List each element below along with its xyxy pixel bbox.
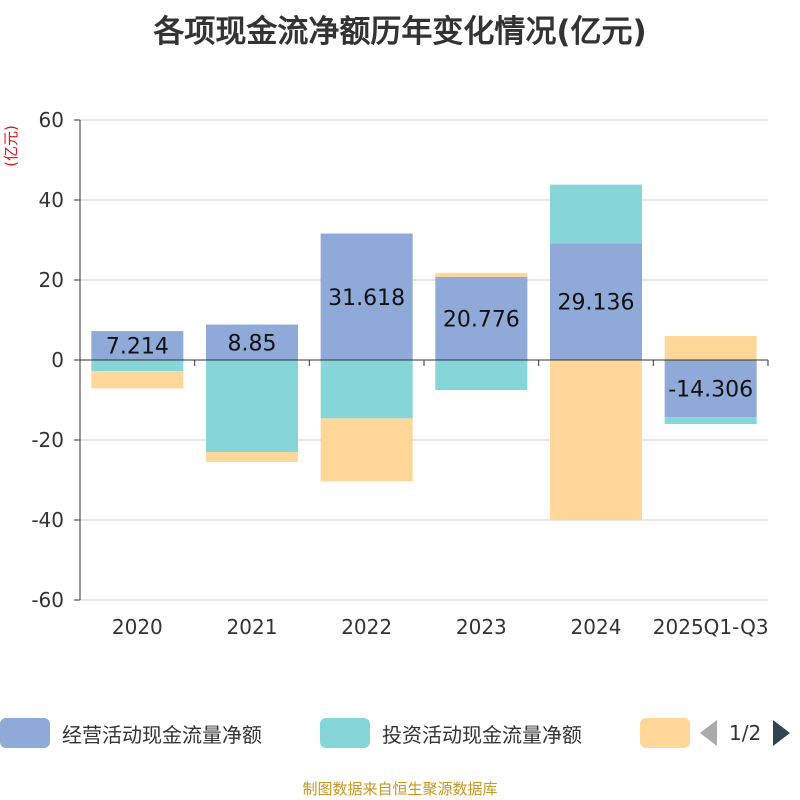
bar-series2-2023[interactable]: [435, 272, 528, 277]
bar-series2-2020[interactable]: [91, 371, 184, 389]
x-tick-label: 2021: [227, 615, 278, 639]
bar-series0-2022[interactable]: [320, 233, 413, 360]
y-tick-label: -20: [31, 428, 64, 452]
bar-series2-2024[interactable]: [550, 360, 642, 520]
data-label: 8.85: [228, 331, 277, 356]
data-label: 29.136: [558, 291, 635, 316]
legend-label-operating: 经营活动现金流量净额: [62, 722, 262, 747]
legend-label-investing: 投资活动现金流量净额: [382, 722, 582, 747]
x-tick-label: 2020: [112, 615, 163, 639]
source-note: 制图数据来自恒生聚源数据库: [302, 780, 498, 798]
legend-pager: 1/2: [700, 720, 791, 746]
y-tick-label: -60: [31, 588, 64, 612]
legend-prev-page-icon[interactable]: [700, 720, 717, 746]
bar-series1-2022[interactable]: [320, 360, 413, 419]
legend-item-financing[interactable]: [640, 718, 702, 748]
y-tick-label: -40: [31, 508, 64, 532]
legend-swatch-operating: [0, 718, 50, 748]
x-tick-label: 2022: [341, 615, 392, 639]
bar-series0-2024[interactable]: [550, 243, 642, 360]
legend-next-page-icon[interactable]: [773, 720, 791, 746]
legend-swatch-financing: [640, 718, 690, 748]
legend: 经营活动现金流量净额 投资活动现金流量净额 1/2: [0, 714, 800, 754]
x-tick-label: 2025Q1-Q3: [653, 615, 769, 639]
bar-series2-2025Q1-Q3[interactable]: [664, 336, 757, 360]
y-tick-label: 0: [51, 348, 64, 372]
bar-series0-2025Q1-Q3[interactable]: [664, 360, 757, 418]
y-tick-label: 60: [39, 108, 64, 132]
bar-series1-2021[interactable]: [206, 360, 298, 452]
y-tick-label: 40: [39, 188, 64, 212]
data-label: -14.306: [668, 378, 753, 403]
x-tick-label: 2024: [571, 615, 622, 639]
legend-swatch-investing: [320, 718, 370, 748]
legend-item-investing[interactable]: 投资活动现金流量净额: [320, 718, 582, 748]
data-label: 20.776: [443, 307, 520, 332]
bar-series0-2023[interactable]: [435, 276, 528, 360]
data-label: 31.618: [328, 286, 405, 311]
bar-series2-2022[interactable]: [320, 418, 413, 482]
x-tick-label: 2023: [456, 615, 507, 639]
chart-title: 各项现金流净额历年变化情况(亿元): [153, 14, 647, 50]
bar-series1-2024[interactable]: [550, 184, 642, 244]
data-label: 7.214: [106, 335, 169, 360]
bar-series2-2021[interactable]: [206, 452, 298, 462]
y-tick-label: 20: [39, 268, 64, 292]
bar-series1-2025Q1-Q3[interactable]: [664, 417, 757, 425]
chart-plot: 60 40 20 0 -20 -40 -60 (亿元) 2020 2021 2022 2023 2024…: [2, 108, 769, 639]
bar-series0-2021[interactable]: [206, 324, 298, 360]
legend-page-indicator: 1/2: [729, 721, 762, 745]
y-axis-unit-label: (亿元): [2, 125, 20, 167]
legend-item-operating[interactable]: 经营活动现金流量净额: [0, 718, 262, 748]
bar-series0-2020[interactable]: [91, 331, 184, 360]
bar-series1-2020[interactable]: [91, 360, 184, 372]
bar-series1-2023[interactable]: [435, 360, 528, 390]
